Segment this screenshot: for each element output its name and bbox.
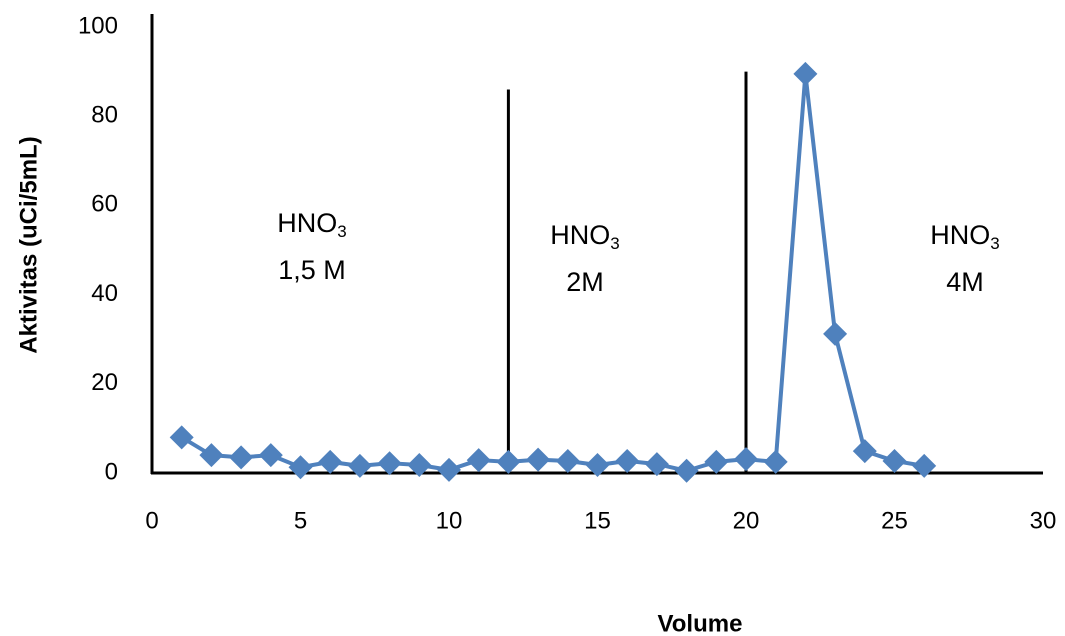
data-point: [169, 425, 194, 450]
annotation: HNO3: [277, 208, 346, 241]
data-point: [407, 452, 432, 477]
data-point: [644, 452, 669, 477]
data-point: [229, 445, 254, 470]
data-point: [912, 453, 937, 478]
data-point: [763, 449, 788, 474]
data-point: [674, 458, 699, 483]
data-point: [347, 453, 372, 478]
data-point: [318, 449, 343, 474]
y-tick-label: 0: [105, 458, 118, 485]
annotation-label: HNO: [277, 208, 337, 238]
y-tick-label: 20: [91, 369, 118, 396]
x-axis-title: Volume: [658, 610, 743, 636]
y-tick-label: 80: [91, 102, 118, 129]
annotation-concentration: 1,5 M: [278, 255, 346, 285]
x-tick-label: 25: [881, 507, 908, 534]
x-tick-label: 30: [1030, 507, 1057, 534]
y-tick-label: 100: [78, 12, 118, 39]
data-point: [258, 443, 283, 468]
data-point: [615, 448, 640, 473]
data-point: [704, 449, 729, 474]
data-point: [288, 455, 313, 480]
data-point: [793, 61, 818, 86]
data-point: [466, 448, 491, 473]
annotation-concentration: 4M: [946, 267, 984, 297]
y-tick-label: 60: [91, 191, 118, 218]
data-point: [585, 452, 610, 477]
data-point: [437, 457, 461, 482]
annotation: HNO3: [550, 220, 619, 253]
x-tick-label: 10: [436, 507, 463, 534]
annotation-subscript: 3: [337, 222, 346, 241]
data-point: [377, 451, 402, 476]
data-point: [555, 448, 580, 473]
data-point: [526, 447, 551, 472]
data-point: [734, 447, 758, 472]
x-tick-label: 0: [145, 507, 158, 534]
y-axis-title: Aktivitas (uCi/5mL): [15, 136, 42, 353]
data-point: [882, 448, 907, 473]
data-point: [496, 449, 521, 474]
annotation-label: HNO: [930, 220, 990, 250]
x-tick-label: 5: [294, 507, 307, 534]
annotation-subscript: 3: [990, 234, 999, 253]
annotation-label: HNO: [550, 220, 610, 250]
annotation-concentration: 2M: [566, 267, 604, 297]
x-tick-label: 20: [733, 507, 760, 534]
data-point: [199, 443, 224, 468]
data-point: [852, 439, 877, 464]
y-tick-label: 40: [91, 280, 118, 307]
x-tick-label: 15: [584, 507, 611, 534]
annotation: HNO3: [930, 220, 999, 253]
data-point: [823, 321, 848, 346]
annotation-subscript: 3: [610, 234, 619, 253]
